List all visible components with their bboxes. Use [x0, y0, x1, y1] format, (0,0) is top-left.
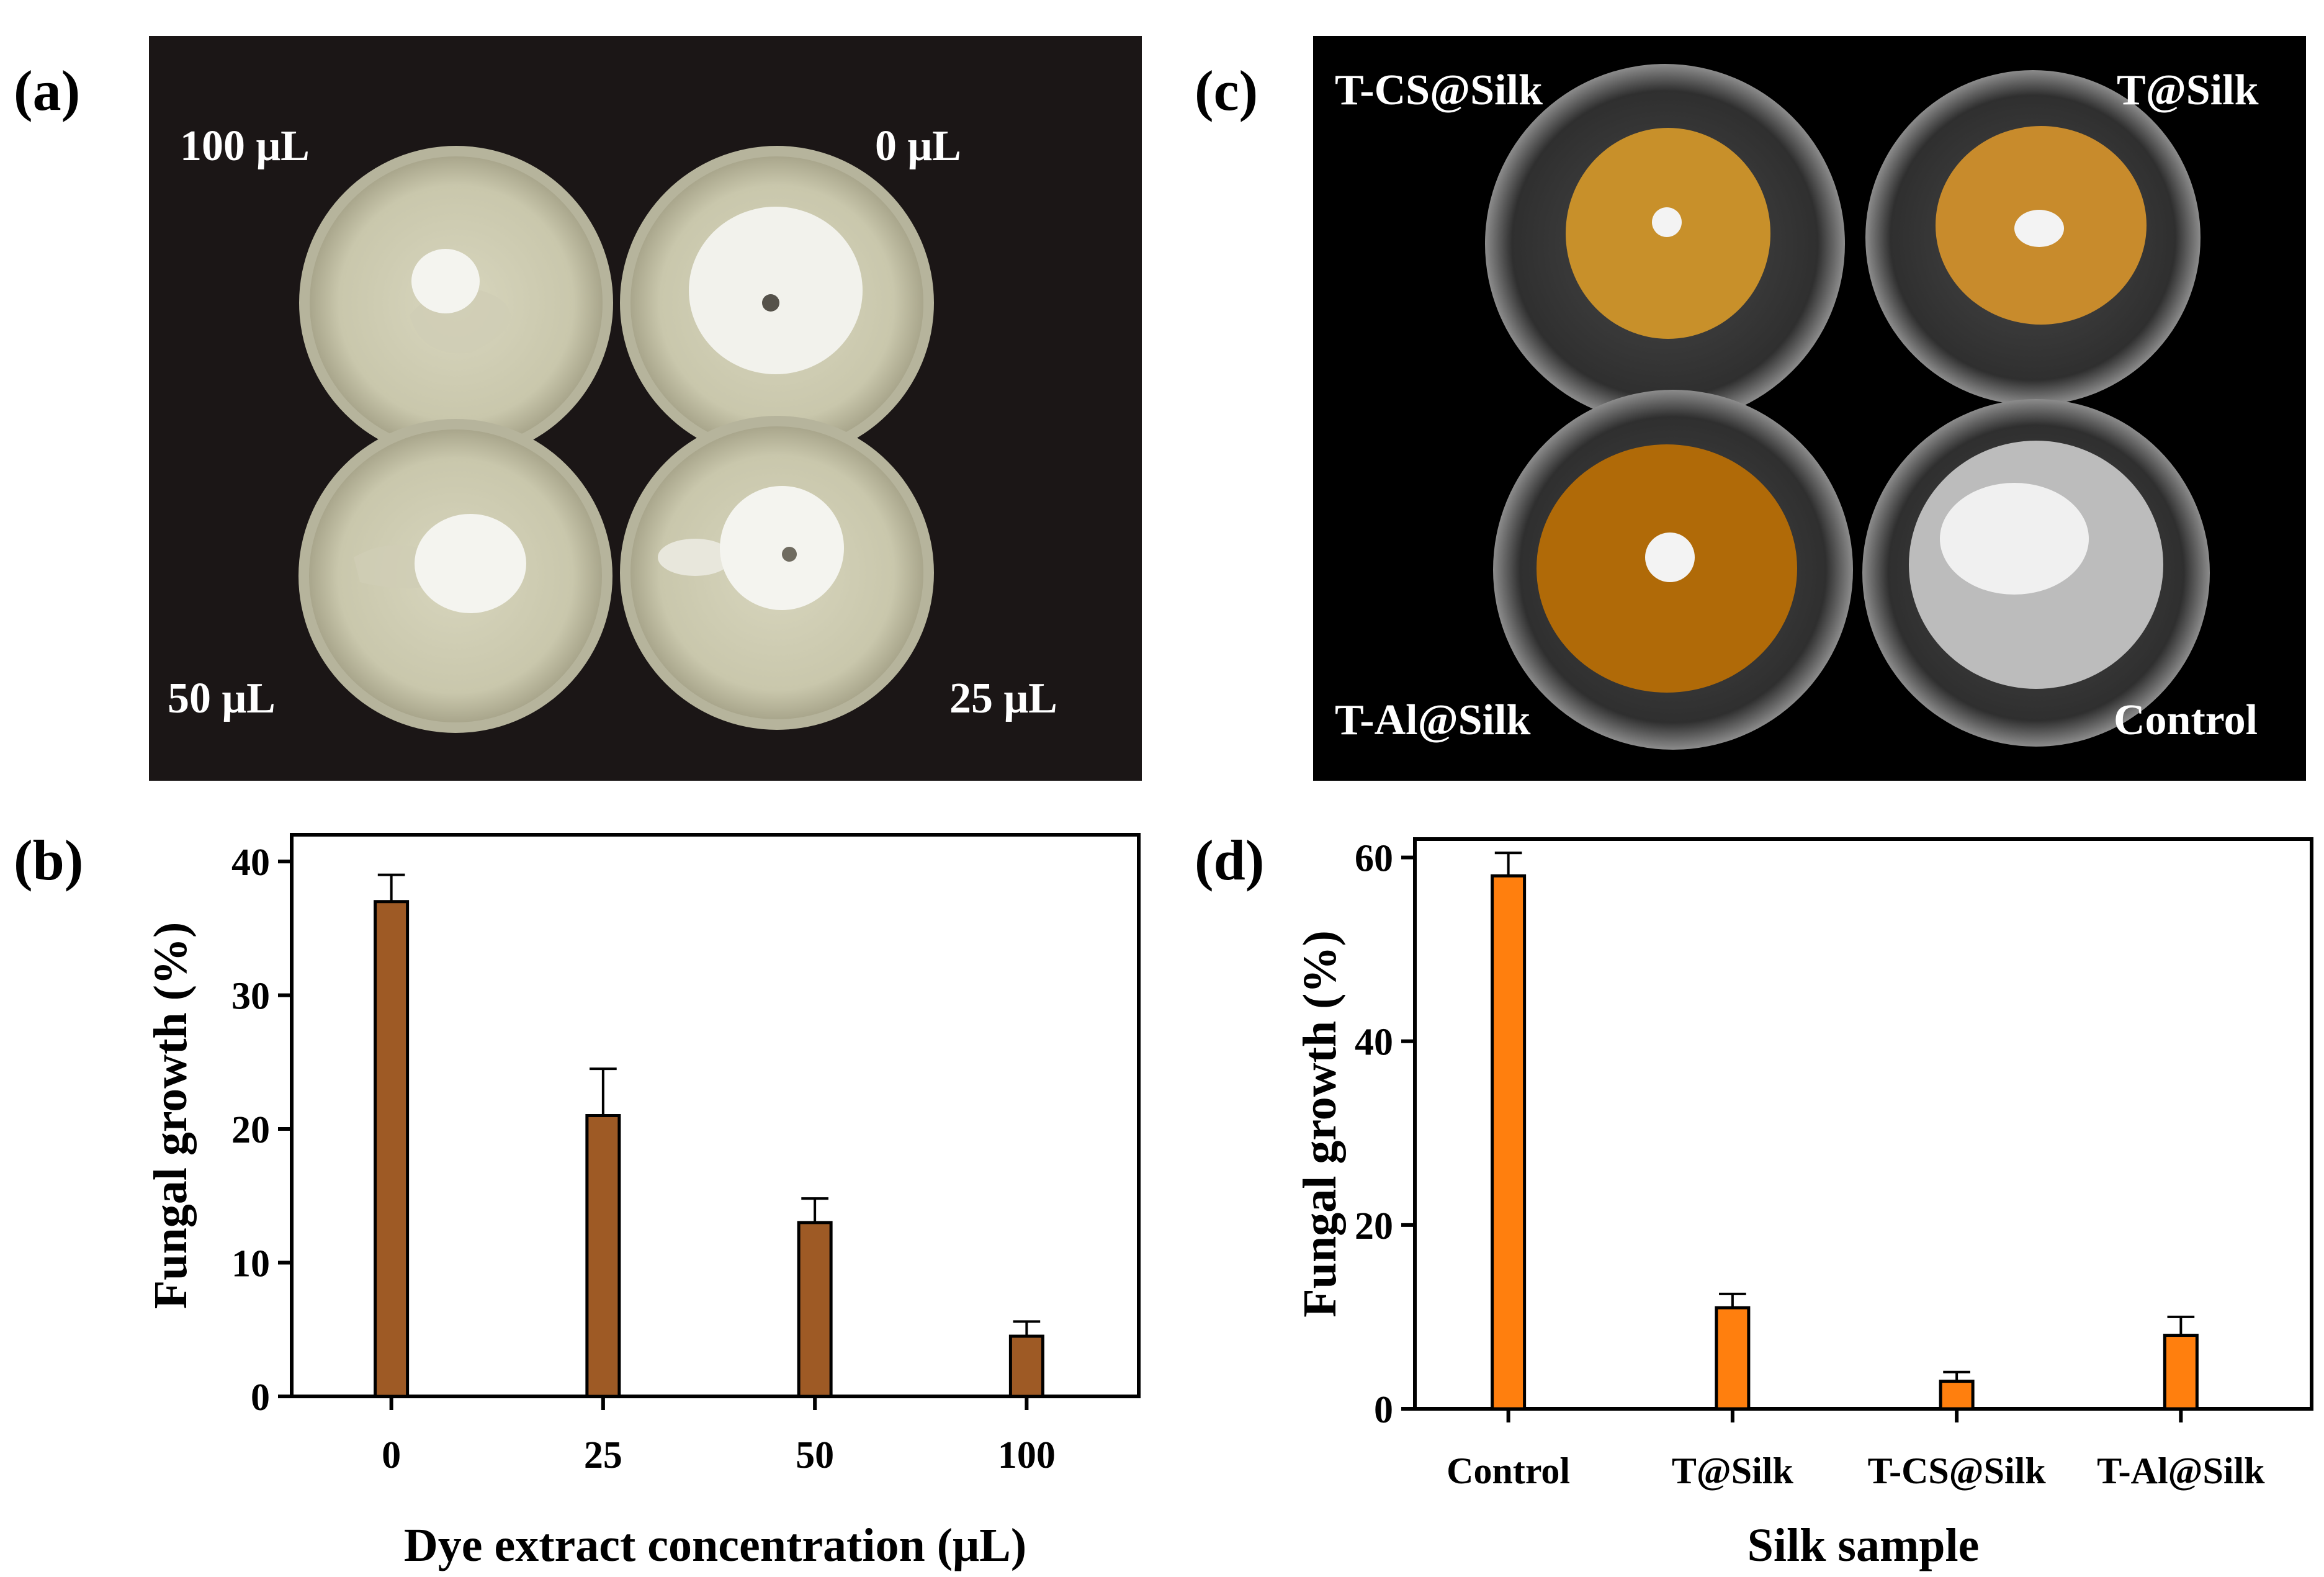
panel-b-chart: 0 10 20 30 40 0 25 50 100 Dye extract concentrati… [0, 801, 1167, 1577]
bar-t-al-silk [2163, 1334, 2199, 1411]
petri-dish-50ul [298, 419, 612, 733]
x-tick-label-control: Control [1447, 1450, 1570, 1491]
panel-a-photo: 100 μL 0 μL 50 μL 25 μL [149, 36, 1142, 781]
y-axis-label: Fungal growth (%) [145, 922, 197, 1310]
x-tick-label-t-silk: T@Silk [1672, 1450, 1794, 1491]
y-tick-label: 40 [1355, 1022, 1393, 1064]
y-tick-label: 60 [1355, 838, 1393, 880]
y-tick-label: 10 [231, 1243, 270, 1285]
x-tick-label-50: 50 [796, 1434, 834, 1476]
bar-t-silk [1715, 1306, 1751, 1411]
y-tick-label: 20 [1355, 1205, 1393, 1247]
panel-c-letter: (c) [1195, 59, 1258, 122]
x-tick-label-t-cs-silk: T-CS@Silk [1868, 1450, 2047, 1491]
petri-dish-t-silk [1865, 70, 2201, 405]
panel-b-letter: (b) [14, 829, 84, 892]
label-t-cs-silk: T-CS@Silk [1335, 66, 1543, 114]
panel-d-chart: 0 20 40 60 Control T@Silk T-CS@Silk T-Al@Silk Si… [1167, 801, 2324, 1577]
petri-dish-control [1862, 399, 2210, 747]
x-tick-label-25: 25 [584, 1434, 622, 1476]
y-axis-label: Fungal growth (%) [1294, 930, 1346, 1318]
bar-0 [374, 900, 410, 1398]
label-t-silk: T@Silk [2117, 66, 2259, 114]
x-axis-label: Silk sample [1747, 1519, 1980, 1571]
y-tick-label: 30 [231, 976, 270, 1018]
plot-frame [290, 833, 1141, 1398]
label-25ul: 25 μL [949, 675, 1057, 722]
label-control: Control [2114, 696, 2258, 744]
plot-frame [1413, 837, 2313, 1411]
panel-d-chart-svg: 0 20 40 60 Control T@Silk T-CS@Silk T-Al@Silk Si… [1294, 837, 2313, 1571]
petri-dish-0ul [620, 146, 934, 460]
label-t-al-silk: T-Al@Silk [1335, 696, 1531, 744]
petri-dish-t-cs-silk [1485, 64, 1845, 424]
bar-control [1491, 874, 1527, 1411]
y-tick-label: 20 [231, 1109, 270, 1151]
label-50ul: 50 μL [168, 675, 276, 722]
x-tick-label-0: 0 [382, 1434, 401, 1476]
panel-c-photo: T-CS@Silk T@Silk T-Al@Silk Control [1313, 36, 2306, 781]
y-tick-label: 0 [251, 1377, 270, 1419]
y-tick-label: 40 [231, 842, 270, 884]
petri-dish-t-al-silk [1493, 390, 1853, 750]
x-tick-label-100: 100 [998, 1434, 1056, 1476]
panel-d-letter: (d) [1195, 829, 1265, 892]
bar-t-cs-silk [1939, 1380, 1975, 1411]
panel-b-chart-svg: 0 10 20 30 40 0 25 50 100 Dye extract concentrati… [145, 833, 1141, 1571]
x-axis-label: Dye extract concentration (μL) [404, 1519, 1026, 1571]
petri-dish-25ul [620, 416, 934, 730]
bar-50 [797, 1221, 833, 1398]
bar-25 [585, 1114, 621, 1398]
bar-100 [1008, 1334, 1044, 1398]
panel-a-letter: (a) [14, 59, 81, 122]
y-tick-label: 0 [1374, 1389, 1393, 1431]
label-100ul: 100 μL [180, 122, 310, 170]
label-0ul: 0 μL [875, 122, 961, 170]
petri-dish-100ul [299, 146, 613, 460]
x-tick-label-t-al-silk: T-Al@Silk [2097, 1450, 2265, 1491]
